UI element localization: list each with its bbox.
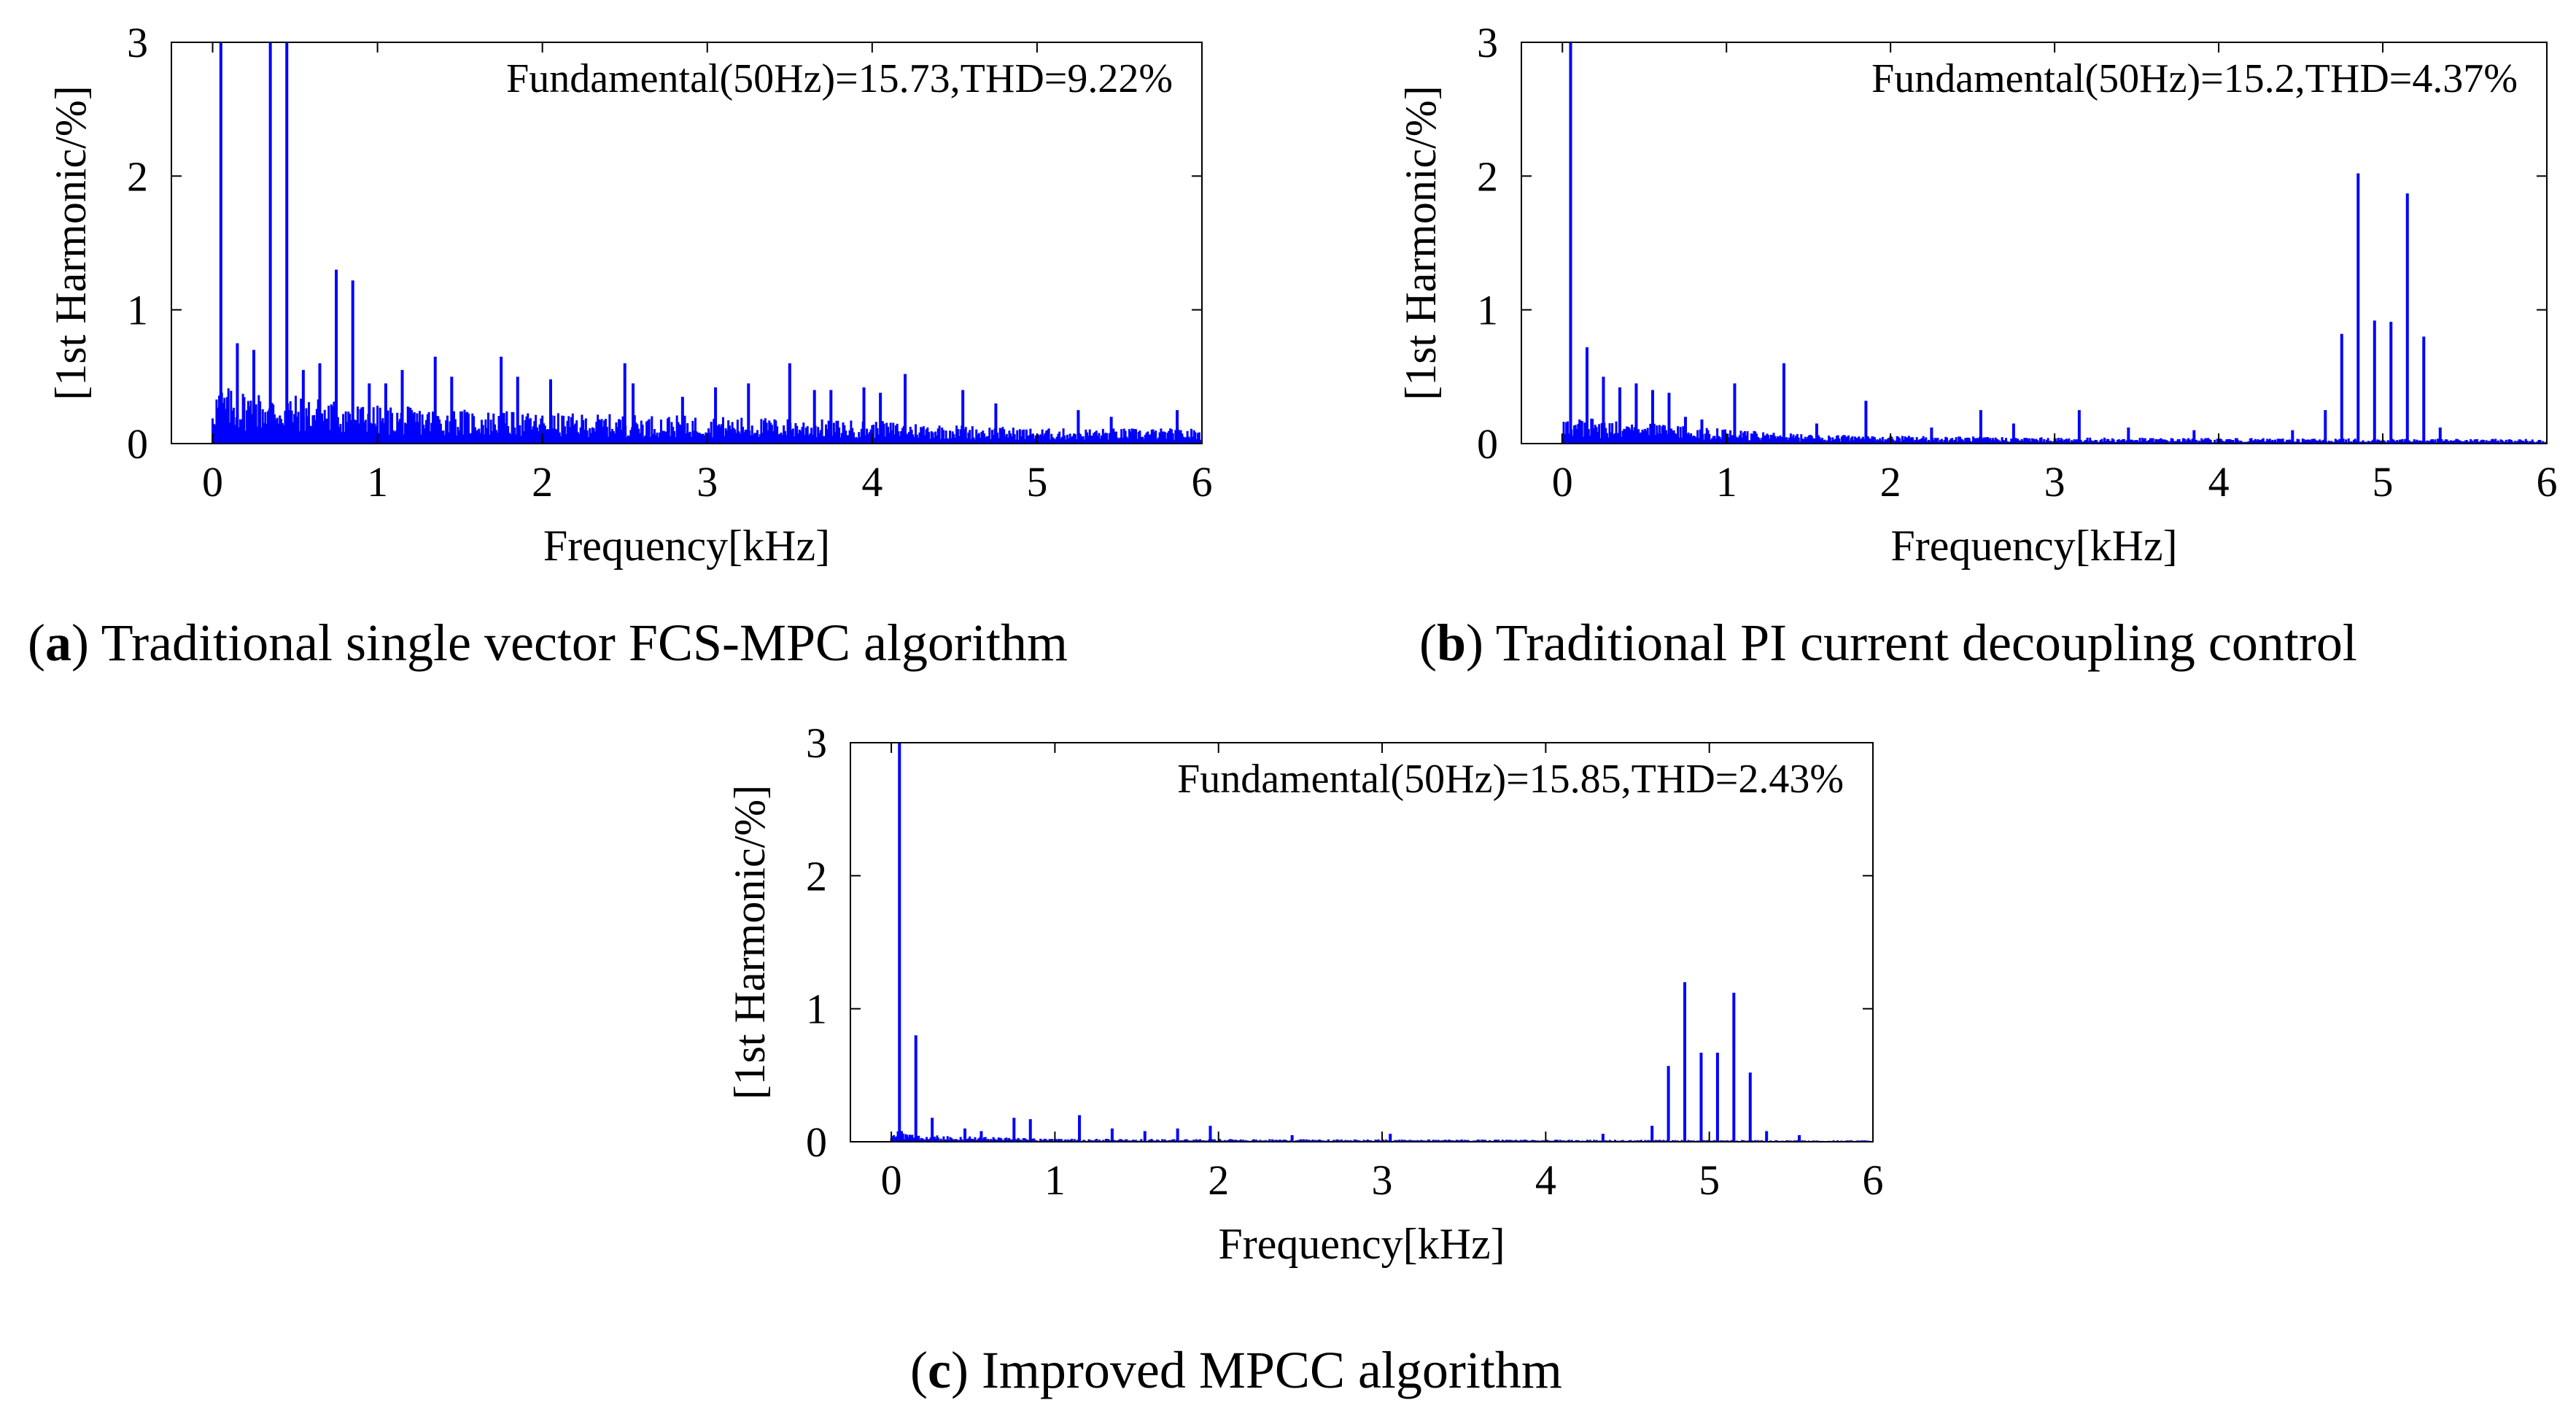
x-tick-label: 3 [1372,1156,1393,1204]
y-tick-label: 1 [127,287,148,334]
caption-label: Improved MPCC algorithm [982,1341,1562,1399]
caption: (c) Improved MPCC algorithm [910,1341,1562,1399]
x-tick-label: 1 [1716,458,1737,506]
x-tick-label: 3 [697,458,718,506]
x-tick-label: 4 [1535,1156,1556,1204]
x-tick-label: 5 [1699,1156,1720,1204]
annotation-text: Fundamental(50Hz)=15.85,THD=2.43% [1177,757,1844,802]
y-tick-label: 3 [1477,19,1498,66]
caption: (a) Traditional single vector FCS-MPC al… [28,614,1068,672]
caption-letter: c [928,1341,951,1399]
y-tick-label: 1 [806,986,827,1033]
caption: (b) Traditional PI current decoupling co… [1419,614,2357,672]
caption-paren-close: ) [951,1341,982,1399]
caption-paren-open: ( [1419,614,1437,672]
x-axis-title: Frequency[kHz] [1218,1220,1505,1268]
y-tick-label: 1 [1477,287,1498,334]
chart-b: 0 1 2 3 4 5 6 0 1 2 3 Frequency[kHz] [1st Harmonic/%… [1397,19,2558,672]
x-tick-label: 0 [1552,458,1573,506]
caption-label: Traditional PI current decoupling contro… [1496,614,2357,672]
x-tick-label: 2 [532,458,553,506]
x-tick-label: 1 [367,458,388,506]
annotation-text: Fundamental(50Hz)=15.73,THD=9.22% [506,56,1173,101]
x-tick-label: 0 [202,458,223,506]
x-axis-title: Frequency[kHz] [543,522,830,570]
plot-area [890,743,1873,1142]
plot-area [1561,42,2547,444]
x-tick-label: 6 [2537,458,2558,506]
y-tick-label: 2 [806,852,827,900]
annotation-text: Fundamental(50Hz)=15.2,THD=4.37% [1871,56,2518,101]
plot-frame [171,42,1203,444]
x-tick-label: 6 [1863,1156,1884,1204]
x-tick-label: 1 [1044,1156,1066,1204]
caption-paren-close: ) [71,614,101,672]
x-tick-label: 4 [2208,458,2230,506]
x-tick-label: 2 [1880,458,1901,506]
x-tick-label: 5 [2373,458,2394,506]
x-tick-label: 5 [1026,458,1047,506]
y-tick-label: 0 [806,1118,827,1166]
plot-frame [850,742,1874,1142]
x-tick-label: 3 [2044,458,2065,506]
x-tick-label: 4 [861,458,882,506]
y-tick-label: 3 [127,19,148,66]
caption-letter: b [1437,614,1466,672]
y-tick-label: 0 [1477,420,1498,468]
y-tick-label: 0 [127,420,148,468]
caption-letter: a [45,614,71,672]
caption-paren-open: ( [28,614,45,672]
plot-area [212,42,1202,444]
x-axis-title: Frequency[kHz] [1890,522,2177,570]
chart-c: 0 1 2 3 4 5 6 0 1 2 3 Frequency[kHz] [1st Harmonic/%… [726,719,1884,1399]
y-tick-label: 3 [806,719,827,767]
y-tick-label: 2 [127,152,148,200]
x-tick-label: 6 [1192,458,1213,506]
y-axis-title: [1st Harmonic/%] [1397,85,1445,401]
y-axis-title: [1st Harmonic/%] [726,785,774,1100]
caption-label: Traditional single vector FCS-MPC algori… [101,614,1068,672]
caption-paren-open: ( [910,1341,928,1399]
x-tick-label: 2 [1208,1156,1229,1204]
x-tick-label: 0 [881,1156,902,1204]
caption-paren-close: ) [1466,614,1496,672]
y-tick-label: 2 [1477,152,1498,200]
plot-frame [1521,42,2548,444]
y-axis-title: [1st Harmonic/%] [47,85,95,401]
chart-a: 0 1 2 3 4 5 6 0 1 2 3 Frequency[kHz] [1st Harmonic/%… [28,19,1213,672]
